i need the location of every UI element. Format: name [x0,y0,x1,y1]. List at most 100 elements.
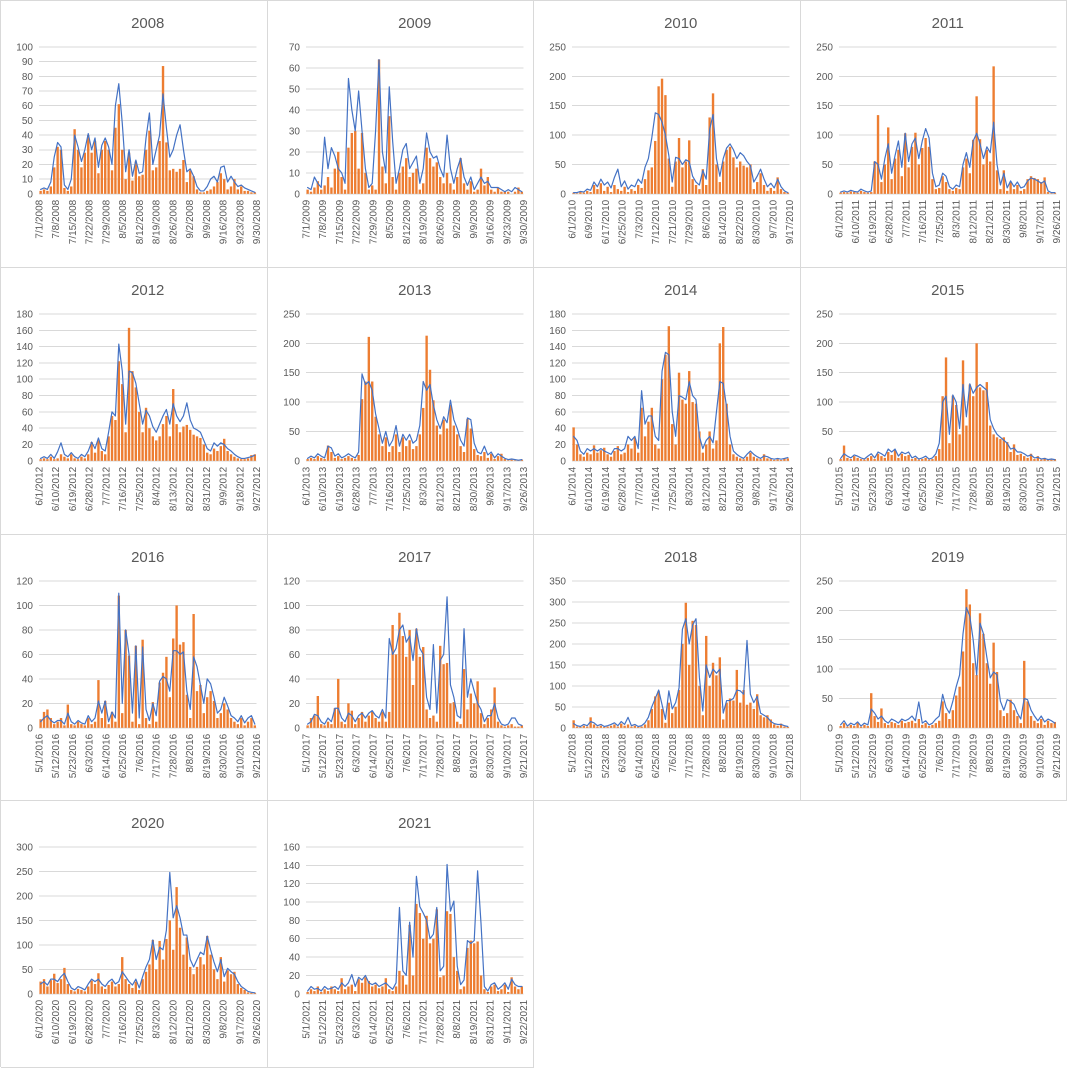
x-tick-label: 6/25/2019 [918,733,929,778]
x-tick-label: 5/23/2019 [867,733,878,778]
x-tick-label: 8/12/2011 [968,199,979,243]
x-tick-label: 7/8/2009 [318,199,329,238]
x-tick-label: 9/23/2009 [502,199,513,244]
y-tick-label: 120 [16,358,33,369]
x-tick-label: 7/25/2014 [668,466,679,511]
x-tick-label: 8/21/2013 [452,466,463,511]
x-tick-label: 7/16/2012 [118,466,129,511]
x-tick-label: 9/10/2017 [502,733,513,778]
x-tick-label: 9/18/2012 [235,466,246,511]
y-tick-label: 160 [16,326,33,337]
x-tick-label: 8/19/2015 [1001,466,1012,511]
x-tick-label: 8/30/2015 [1018,466,1029,511]
x-tick-label: 6/1/2012 [34,466,45,505]
x-tick-label: 8/13/2012 [168,466,179,511]
x-tick-label: 8/30/2013 [468,466,479,511]
x-tick-label: 9/2/2009 [452,199,463,238]
y-tick-label: 70 [22,87,34,98]
line-series [574,352,788,459]
y-tick-label: 150 [816,635,833,646]
x-tick-label: 7/6/2016 [135,733,146,772]
x-tick-label: 5/23/2016 [68,733,79,778]
y-tick-label: 350 [549,576,566,587]
x-tick-label: 8/19/2019 [1001,733,1012,778]
x-tick-label: 9/9/2012 [219,466,230,505]
y-tick-label: 20 [22,698,34,709]
gridlines [838,314,1056,461]
x-tick-label: 8/12/2009 [401,199,412,244]
x-tick-label: 9/21/2017 [519,733,530,778]
x-tick-label: 9/26/2013 [519,466,530,511]
line-series [840,122,1054,192]
y-tick-label: 0 [27,990,33,1001]
x-tick-label: 5/1/2018 [567,733,578,772]
x-tick-label: 6/3/2017 [351,733,362,772]
y-tick-label: 60 [288,649,300,660]
x-tick-label: 8/21/2011 [985,199,996,243]
x-tick-label: 6/19/2011 [867,199,878,243]
x-tick-label: 8/5/2009 [385,199,396,238]
x-tick-label: 8/22/2012 [185,466,196,511]
x-tick-label: 9/30/2009 [519,199,530,244]
x-tick-label: 7/25/2020 [135,1000,146,1045]
bar-series [839,66,1056,193]
y-tick-label: 60 [22,649,34,660]
x-tick-label: 5/1/2019 [834,733,845,772]
x-tick-label: 6/25/2017 [385,733,396,778]
x-tick-label: 9/27/2012 [252,466,263,511]
line-series [307,596,521,725]
chart-title: 2009 [398,15,431,32]
x-tick-label: 9/26/2020 [252,1000,263,1045]
x-tick-label: 6/3/2016 [85,733,96,772]
x-tick-label: 7/28/2015 [968,466,979,511]
x-tick-label: 7/6/2021 [401,1000,412,1039]
y-tick-label: 200 [816,72,833,83]
line-series [840,384,1054,460]
y-tick-label: 200 [816,339,833,350]
x-tick-label: 5/1/2017 [301,733,312,772]
y-tick-label: 20 [555,440,567,451]
y-tick-label: 40 [288,953,300,964]
x-tick-label: 7/17/2018 [685,733,696,778]
x-tick-label: 6/28/2013 [351,466,362,511]
x-tick-label: 5/12/2021 [318,1000,329,1045]
x-tick-label: 6/19/2012 [68,466,79,511]
x-tick-label: 6/10/2013 [318,466,329,511]
x-tick-label: 6/1/2010 [567,199,578,238]
x-tick-label: 8/22/2010 [735,199,746,244]
x-tick-label: 7/16/2011 [918,199,929,243]
x-tick-label: 7/3/2010 [634,199,645,238]
x-tick-label: 5/12/2016 [51,733,62,778]
y-tick-label: 20 [288,698,300,709]
y-tick-label: 50 [821,427,833,438]
x-tick-label: 6/28/2012 [85,466,96,511]
y-tick-label: 50 [821,160,833,171]
y-tick-label: 200 [816,605,833,616]
x-tick-label: 8/8/2019 [985,733,996,772]
y-tick-label: 60 [288,934,300,945]
x-tick-label: 7/12/2010 [651,199,662,244]
gridlines [838,47,1056,194]
x-tick-label: 6/9/2010 [584,199,595,238]
y-tick-label: 70 [288,42,300,53]
x-tick-label: 6/17/2010 [601,199,612,244]
x-tick-label: 7/7/2014 [634,466,645,505]
x-tick-label: 8/6/2010 [701,199,712,238]
y-tick-label: 0 [27,723,33,734]
x-tick-label: 7/16/2020 [118,1000,129,1045]
x-tick-label: 5/1/2015 [834,466,845,505]
x-tick-label: 7/8/2008 [51,199,62,238]
x-tick-label: 9/10/2016 [235,733,246,778]
y-tick-label: 150 [283,368,300,379]
